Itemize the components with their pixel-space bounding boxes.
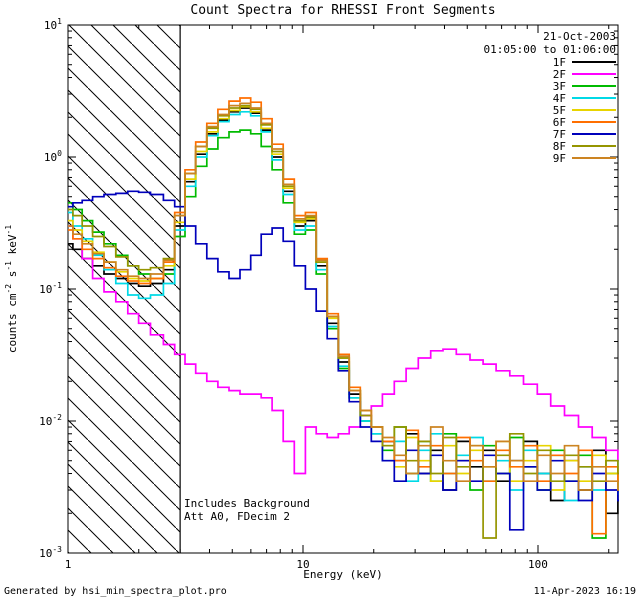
legend-item-6F: 6F xyxy=(552,115,616,129)
annotation-background: Includes Background xyxy=(184,497,310,510)
x-axis-label: Energy (keV) xyxy=(303,568,383,581)
axes: 1 10 100 10-3 10-2 10-1 100 101 counts cm-2 s-1 … xyxy=(4,17,619,571)
footer-generator: Generated by hsi_min_spectra_plot.pro xyxy=(4,586,227,597)
legend-label: 1F xyxy=(552,55,566,69)
chart-title: Count Spectra for RHESSI Front Segments xyxy=(190,3,496,18)
low-energy-hatch-region xyxy=(68,25,181,553)
legend-item-4F: 4F xyxy=(552,91,616,105)
annotation-attenuator: Att A0, FDecim 2 xyxy=(184,510,290,523)
y-tick-label: 10-2 xyxy=(39,413,62,428)
legend-item-2F: 2F xyxy=(552,67,616,81)
y-tick-label: 10-1 xyxy=(39,281,62,296)
legend-label: 2F xyxy=(552,67,566,81)
legend-color-line xyxy=(572,85,616,87)
legend-date: 21-Oct-2003 xyxy=(543,30,616,43)
hatch-fill xyxy=(68,25,181,553)
y-tick-label: 100 xyxy=(44,149,62,164)
legend-color-line xyxy=(572,133,616,135)
spectra-curves xyxy=(68,97,619,539)
y-axis-label: counts cm-2 s-1 keV-1 xyxy=(4,225,19,353)
legend: 21-Oct-2003 01:05:00 to 01:06:00 1F 2F 3F 4… xyxy=(483,30,616,165)
legend-color-line xyxy=(572,157,616,159)
x-tick-label: 100 xyxy=(528,558,548,571)
footer-timestamp: 11-Apr-2023 16:19 xyxy=(533,586,636,597)
legend-label: 8F xyxy=(552,139,566,153)
legend-item-3F: 3F xyxy=(552,79,616,93)
legend-label: 4F xyxy=(552,91,566,105)
spectrum-curve-7F xyxy=(68,190,619,531)
legend-color-line xyxy=(572,73,616,75)
legend-color-line xyxy=(572,97,616,99)
legend-label: 9F xyxy=(552,151,566,165)
x-tick-label: 10 xyxy=(296,558,309,571)
legend-color-line xyxy=(572,61,616,63)
plot-annotations: Includes Background Att A0, FDecim 2 xyxy=(184,497,310,523)
legend-label: 6F xyxy=(552,115,566,129)
legend-label: 5F xyxy=(552,103,566,117)
legend-time-range: 01:05:00 to 01:06:00 xyxy=(483,43,616,56)
x-tick-label: 1 xyxy=(65,558,72,571)
legend-items: 1F 2F 3F 4F 5F 6F 7F 8F 9F xyxy=(552,55,616,165)
legend-item-5F: 5F xyxy=(552,103,616,117)
legend-item-7F: 7F xyxy=(552,127,616,141)
legend-label: 7F xyxy=(552,127,566,141)
y-tick-label: 101 xyxy=(44,17,62,32)
legend-label: 3F xyxy=(552,79,566,93)
legend-item-9F: 9F xyxy=(552,151,616,165)
legend-item-1F: 1F xyxy=(552,55,616,69)
spectrum-curve-2F xyxy=(68,225,619,475)
legend-color-line xyxy=(572,145,616,147)
legend-item-8F: 8F xyxy=(552,139,616,153)
spectrum-curve-9F xyxy=(68,102,619,491)
legend-color-line xyxy=(572,121,616,123)
y-tick-label: 10-3 xyxy=(39,545,62,560)
legend-color-line xyxy=(572,109,616,111)
